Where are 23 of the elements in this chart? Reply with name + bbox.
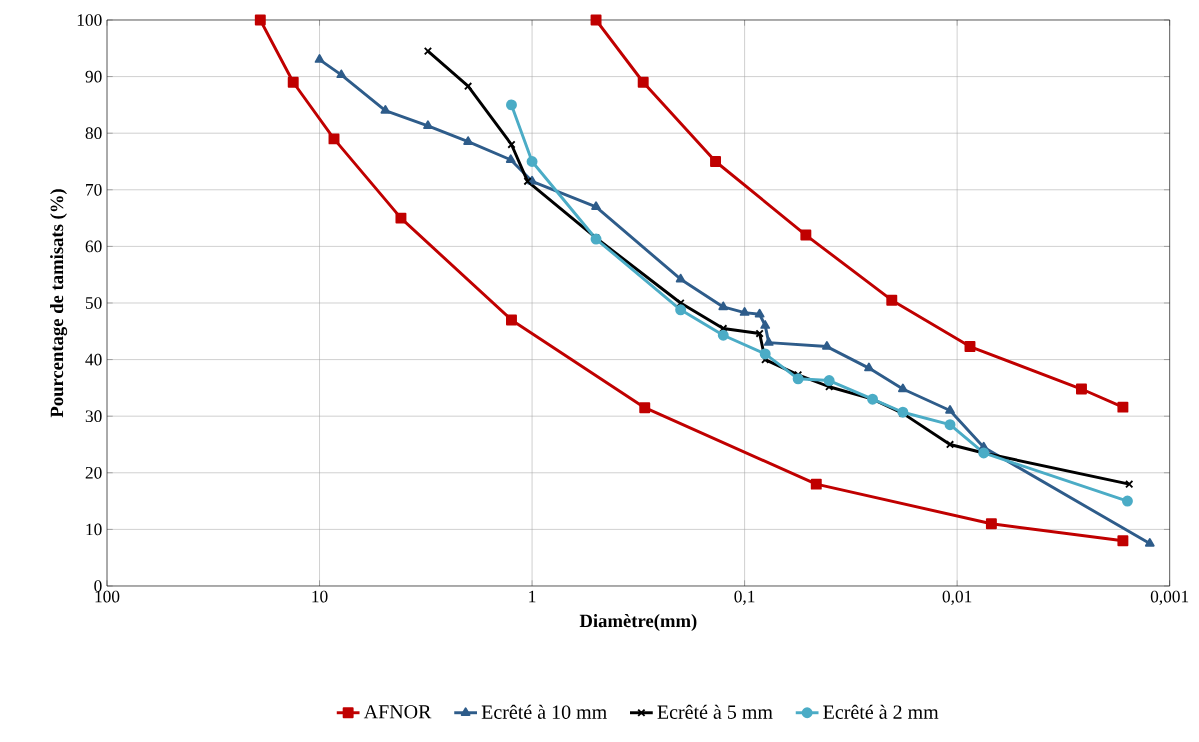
y-tick-label: 20 xyxy=(85,466,102,479)
y-tick-label: 0 xyxy=(94,580,102,592)
legend-label: Ecrêté à 2 mm xyxy=(823,704,939,719)
x-tick-label: 0,001 xyxy=(1150,590,1189,605)
y-tick-label: 30 xyxy=(85,410,102,423)
y-tick-label: 10 xyxy=(86,523,102,536)
x-axis-title: Diamètre(mm) xyxy=(579,614,697,631)
y-tick-label: 100 xyxy=(77,14,102,26)
y-tick-label: 40 xyxy=(85,353,102,366)
x-tick-label: 0,01 xyxy=(942,590,972,605)
y-tick-label: 90 xyxy=(85,70,102,83)
legend-label: Ecrêté à 10 mm xyxy=(481,704,607,719)
x-tick-label: 1 xyxy=(529,590,536,603)
y-tick-label: 60 xyxy=(85,240,102,253)
y-tick-label: 80 xyxy=(85,127,102,140)
x-tick-label: 10 xyxy=(312,590,328,603)
y-tick-label: 70 xyxy=(86,183,102,196)
legend-label: AFNOR xyxy=(363,705,432,719)
legend-label: Ecrêté à 5 mm xyxy=(657,704,773,719)
y-axis-title: Pourcentage de tamisats (%) xyxy=(50,189,68,418)
x-tick-label: 0,1 xyxy=(734,590,755,605)
y-tick-label: 50 xyxy=(85,297,102,309)
x-tick-label: 100 xyxy=(95,590,120,603)
